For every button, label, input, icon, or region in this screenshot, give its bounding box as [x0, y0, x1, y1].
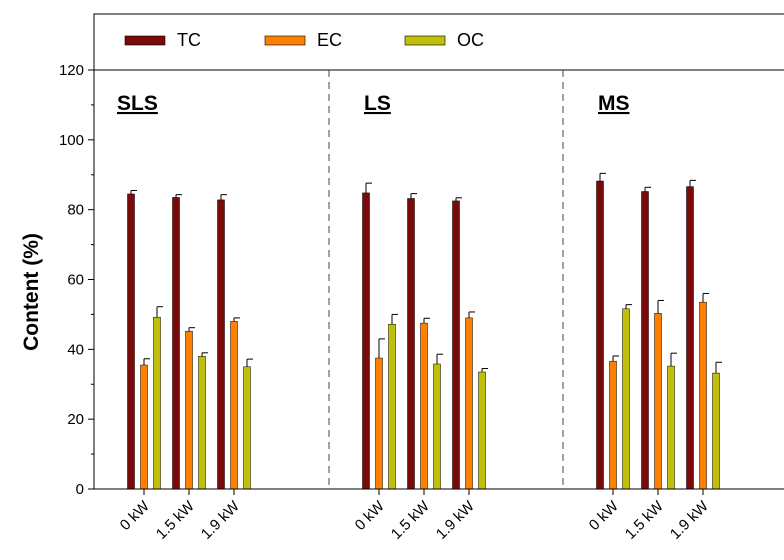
y-tick-label-40: 40 — [67, 341, 84, 358]
bar-ls-tc-1 — [407, 198, 415, 490]
panel-label-ls: LS — [364, 92, 391, 115]
bar-sls-tc-0 — [127, 193, 135, 490]
panel-label-ms: MS — [598, 92, 630, 115]
axes — [88, 69, 784, 495]
x-tick-label-ls-1: 1.5 kW — [388, 497, 434, 543]
bar-sls-ec-0 — [140, 364, 148, 490]
bar-ms-tc-2 — [686, 186, 694, 490]
bar-sls-tc-2 — [217, 199, 225, 490]
x-tick-label-sls-0: 0 kW — [117, 497, 154, 534]
legend-swatch-oc — [404, 35, 446, 46]
bar-sls-tc-1 — [172, 197, 180, 490]
bar-ls-oc-2 — [478, 371, 486, 490]
bar-ls-ec-2 — [465, 317, 473, 490]
panel-label-sls: SLS — [117, 92, 158, 115]
y-tick-label-100: 100 — [59, 132, 84, 149]
y-tick-label-80: 80 — [67, 202, 84, 219]
x-tick-label-ls-0: 0 kW — [352, 497, 389, 534]
y-axis-title: Content (%) — [20, 233, 43, 351]
bars — [127, 172, 722, 490]
bar-ls-tc-2 — [452, 200, 460, 490]
x-tick-label-ms-2: 1.9 kW — [667, 497, 713, 543]
bar-ms-ec-1 — [654, 313, 662, 490]
bar-ls-oc-1 — [433, 363, 441, 490]
bar-ms-oc-2 — [712, 372, 720, 490]
x-tick-label-ms-1: 1.5 kW — [622, 497, 668, 543]
y-tick-label-0: 0 — [76, 481, 84, 498]
bar-ms-ec-2 — [699, 301, 707, 490]
panel-dividers — [328, 70, 564, 489]
legend-label-tc: TC — [177, 30, 201, 50]
legend-swatch-ec — [264, 35, 306, 46]
bar-ms-tc-0 — [596, 180, 604, 490]
bar-ls-ec-1 — [420, 322, 428, 490]
y-tick-label-60: 60 — [67, 272, 84, 289]
y-tick-label-20: 20 — [67, 411, 84, 428]
bar-sls-oc-1 — [198, 356, 206, 490]
x-tick-label-sls-1: 1.5 kW — [153, 497, 199, 543]
legend-label-ec: EC — [317, 30, 342, 50]
legend-swatch-tc — [124, 35, 166, 46]
x-tick-label-ls-2: 1.9 kW — [433, 497, 479, 543]
bar-sls-oc-2 — [243, 366, 251, 490]
bar-ms-ec-0 — [609, 360, 617, 490]
x-tick-label-sls-2: 1.9 kW — [198, 497, 244, 543]
bar-ls-ec-0 — [375, 357, 383, 490]
bar-sls-ec-2 — [230, 321, 238, 490]
bar-ms-tc-1 — [641, 191, 649, 490]
legend: TC EC OC — [93, 13, 784, 71]
x-tick-label-ms-0: 0 kW — [586, 497, 623, 534]
y-tick-label-120: 120 — [59, 62, 84, 79]
bar-ls-oc-0 — [388, 323, 396, 490]
bar-ms-oc-0 — [622, 308, 630, 490]
bar-ls-tc-0 — [362, 192, 370, 490]
bar-sls-ec-1 — [185, 330, 193, 490]
legend-label-oc: OC — [457, 30, 484, 50]
bar-sls-oc-0 — [153, 316, 161, 490]
bar-ms-oc-1 — [667, 365, 675, 490]
